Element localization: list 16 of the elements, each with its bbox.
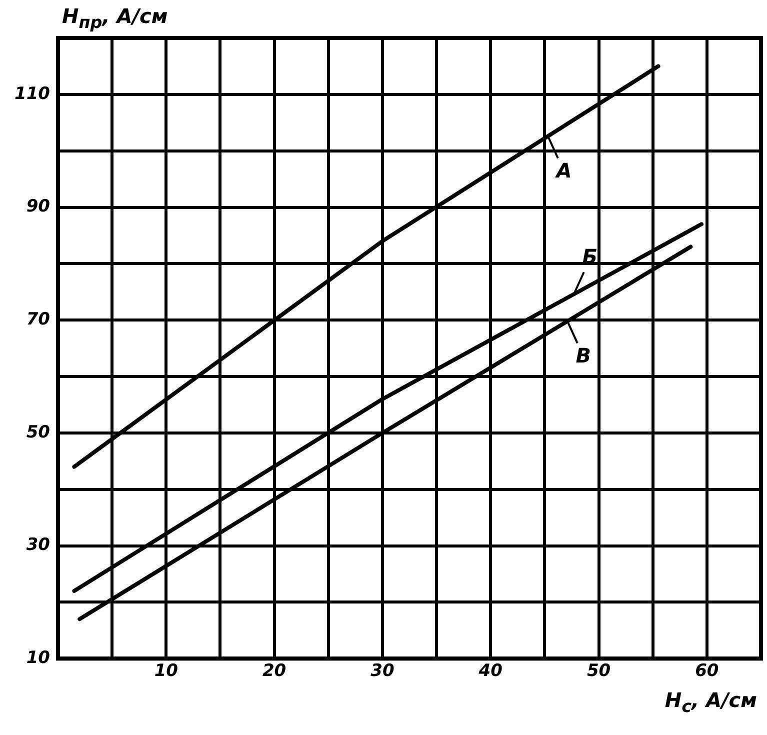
legend-label: В [576, 343, 592, 368]
y-tick-label: 110 [14, 84, 50, 104]
x-tick-label: 30 [370, 661, 394, 682]
y-tick-label: 30 [26, 535, 50, 556]
x-tick-label: 40 [478, 661, 503, 682]
x-axis-title: H$_{с}$, А/см [664, 688, 757, 716]
y-tick-label: 90 [26, 196, 50, 217]
x-tick-label: 10 [154, 661, 178, 682]
x-tick-label: 50 [586, 661, 611, 682]
x-tick-label: 60 [695, 661, 719, 682]
legend-label: А [554, 158, 572, 182]
y-axis-title: H$_{пр}$, А/см [62, 4, 168, 32]
x-tick-label: 20 [262, 661, 286, 682]
y-tick-label: 10 [26, 648, 50, 668]
y-tick-label: 50 [26, 422, 50, 442]
y-tick-label: 70 [26, 310, 50, 330]
